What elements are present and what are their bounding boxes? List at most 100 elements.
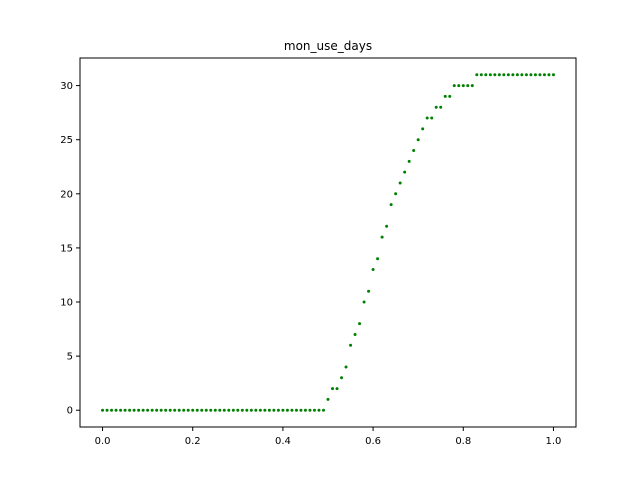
data-point	[398, 181, 402, 185]
x-tick-label: 0.0	[95, 436, 111, 447]
y-tick-label: 15	[60, 243, 73, 254]
chart-title: mon_use_days	[284, 39, 372, 53]
data-point	[299, 408, 303, 412]
data-point	[497, 73, 501, 77]
y-tick-label: 10	[60, 298, 73, 309]
data-point	[385, 224, 389, 228]
data-point	[258, 408, 262, 412]
data-point	[349, 343, 353, 347]
data-point	[231, 408, 235, 412]
data-point	[380, 235, 384, 239]
data-point	[173, 408, 177, 412]
data-point	[533, 73, 537, 77]
data-point	[168, 408, 172, 412]
data-point	[340, 376, 344, 380]
data-point	[353, 332, 357, 336]
data-points	[101, 73, 555, 412]
data-point	[155, 408, 159, 412]
data-point	[213, 408, 217, 412]
x-axis-ticks: 0.0 0.2 0.4 0.6 0.8 1.0	[95, 427, 562, 447]
data-point	[389, 203, 393, 207]
data-point	[466, 84, 470, 88]
y-tick-label: 20	[60, 189, 73, 200]
data-point	[209, 408, 213, 412]
data-point	[272, 408, 276, 412]
data-point	[470, 84, 474, 88]
data-point	[488, 73, 492, 77]
data-point	[358, 322, 362, 326]
data-point	[520, 73, 524, 77]
data-point	[448, 94, 452, 98]
data-point	[218, 408, 222, 412]
data-point	[457, 84, 461, 88]
data-point	[551, 73, 555, 77]
data-point	[101, 408, 105, 412]
data-point	[119, 408, 123, 412]
x-tick-label: 1.0	[546, 436, 562, 447]
data-point	[132, 408, 136, 412]
data-point	[236, 408, 240, 412]
data-point	[137, 408, 141, 412]
data-point	[542, 73, 546, 77]
data-point	[538, 73, 542, 77]
data-point	[371, 268, 375, 272]
x-tick-label: 0.2	[185, 436, 201, 447]
y-tick-label: 5	[67, 352, 73, 363]
data-point	[362, 300, 366, 304]
data-point	[461, 84, 465, 88]
data-point	[502, 73, 506, 77]
y-tick-label: 25	[60, 135, 73, 146]
data-point	[128, 408, 132, 412]
plot-frame	[79, 57, 577, 428]
data-point	[547, 73, 551, 77]
data-point	[425, 116, 429, 120]
data-point	[515, 73, 519, 77]
data-point	[222, 408, 226, 412]
data-point	[123, 408, 127, 412]
data-point	[254, 408, 258, 412]
data-point	[317, 408, 321, 412]
data-point	[195, 408, 199, 412]
data-point	[164, 408, 168, 412]
data-point	[416, 138, 420, 142]
data-point	[524, 73, 528, 77]
data-point	[367, 289, 371, 293]
data-point	[204, 408, 208, 412]
data-point	[511, 73, 515, 77]
data-point	[146, 408, 150, 412]
data-point	[479, 73, 483, 77]
x-tick-label: 0.4	[275, 436, 291, 447]
x-tick-label: 0.6	[365, 436, 381, 447]
data-point	[439, 105, 443, 109]
data-point	[312, 408, 316, 412]
data-point	[484, 73, 488, 77]
data-point	[281, 408, 285, 412]
data-point	[434, 105, 438, 109]
data-point	[412, 149, 416, 153]
data-point	[186, 408, 190, 412]
data-point	[421, 127, 425, 131]
data-point	[141, 408, 145, 412]
data-point	[200, 408, 204, 412]
data-point	[245, 408, 249, 412]
data-point	[376, 257, 380, 261]
data-point	[443, 94, 447, 98]
data-point	[475, 73, 479, 77]
data-point	[493, 73, 497, 77]
data-point	[191, 408, 195, 412]
y-tick-label: 0	[67, 406, 73, 417]
data-point	[105, 408, 109, 412]
data-point	[506, 73, 510, 77]
data-point	[267, 408, 271, 412]
data-point	[326, 397, 330, 401]
data-point	[110, 408, 114, 412]
data-point	[529, 73, 533, 77]
data-point	[344, 365, 348, 369]
data-point	[227, 408, 231, 412]
data-point	[114, 408, 118, 412]
data-point	[150, 408, 154, 412]
y-axis-ticks: 0 5 10 15 20 25 30	[60, 81, 80, 417]
y-tick-label: 30	[60, 81, 73, 92]
data-point	[403, 170, 407, 174]
